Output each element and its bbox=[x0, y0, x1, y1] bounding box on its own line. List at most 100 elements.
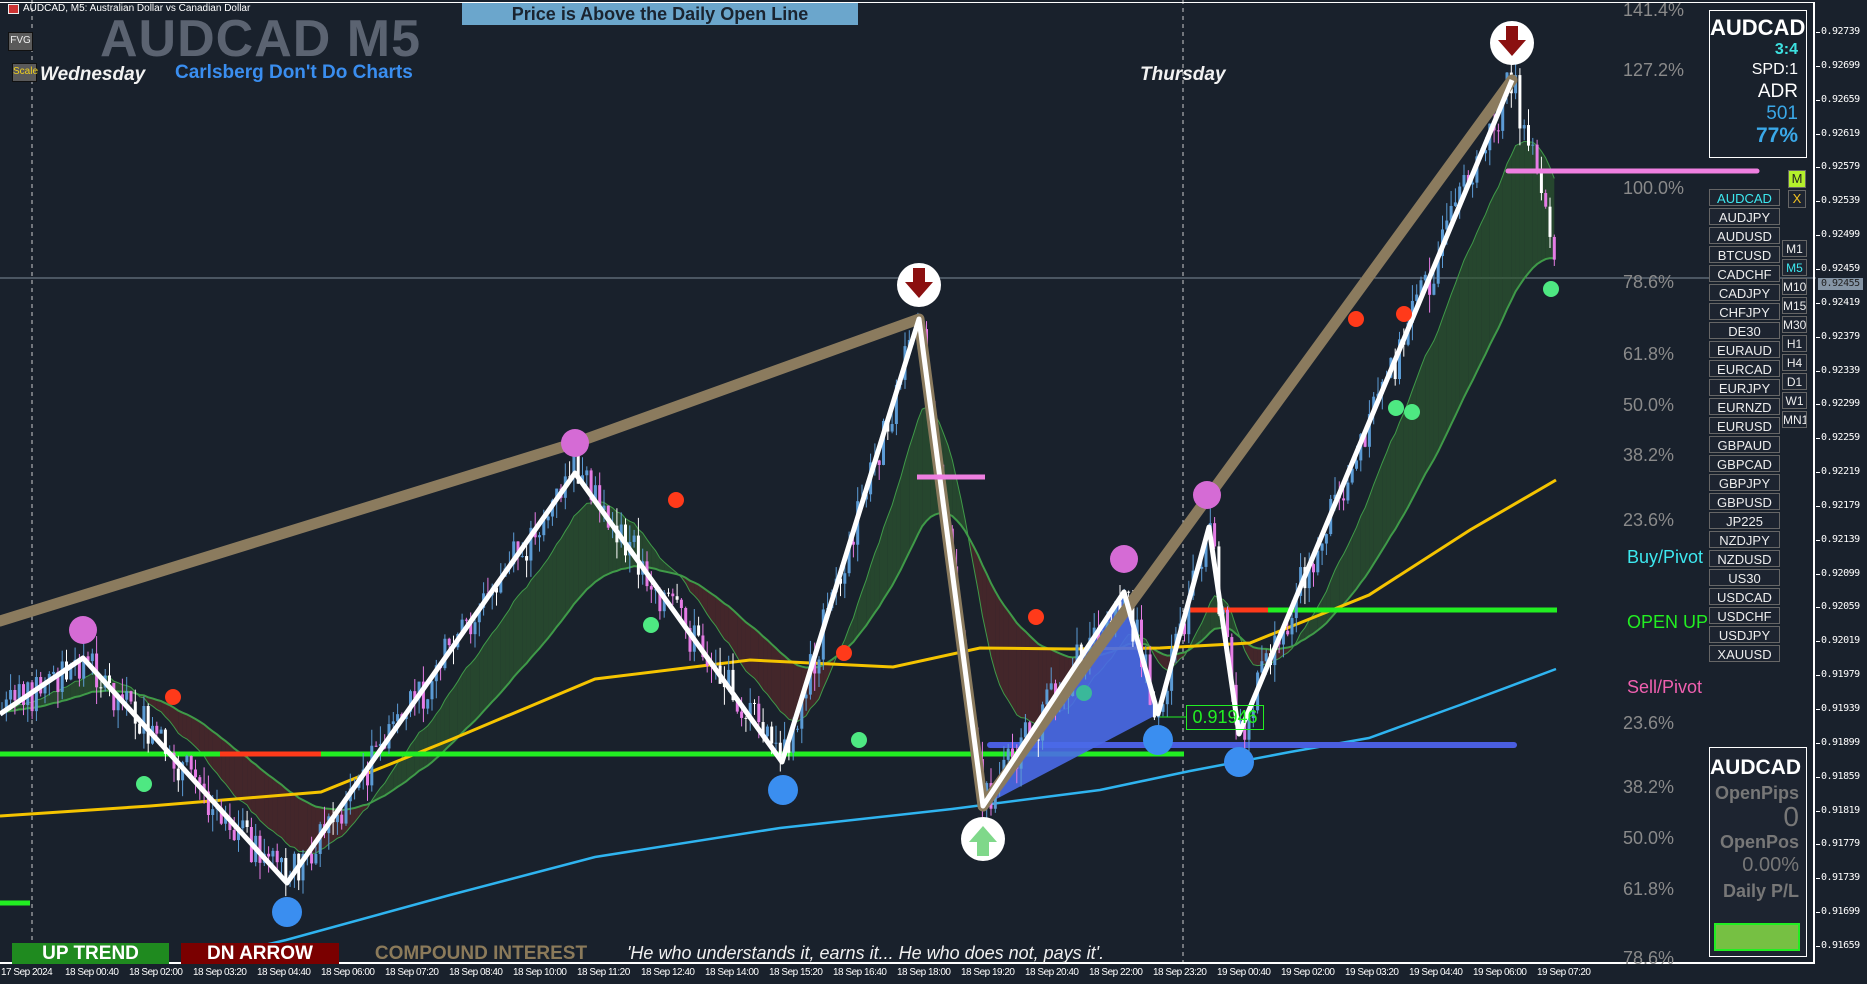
candle bbox=[1243, 720, 1247, 740]
candle bbox=[185, 755, 189, 763]
candle bbox=[804, 694, 808, 699]
ma-cloud-segment bbox=[1429, 340, 1434, 467]
ma-cloud-segment bbox=[272, 778, 278, 835]
symbol-button-gbpusd[interactable]: GBPUSD bbox=[1709, 493, 1780, 510]
candle bbox=[1312, 564, 1315, 573]
candle bbox=[675, 596, 679, 600]
symbol-button-cadjpy[interactable]: CADJPY bbox=[1709, 284, 1780, 301]
symbol-button-gbpcad[interactable]: GBPCAD bbox=[1709, 455, 1780, 472]
ma-cloud-segment bbox=[40, 696, 45, 707]
timeframe-button-w1[interactable]: W1 bbox=[1782, 392, 1807, 409]
candle bbox=[1049, 683, 1053, 690]
signal-dot bbox=[1110, 545, 1138, 573]
timeframe-button-h4[interactable]: H4 bbox=[1782, 354, 1807, 371]
candle bbox=[1238, 720, 1242, 725]
timeframe-button-mn1[interactable]: MN1 bbox=[1782, 411, 1807, 428]
symbol-button-gbpaud[interactable]: GBPAUD bbox=[1709, 436, 1780, 453]
ma-cloud-segment bbox=[1395, 422, 1400, 530]
ma-cloud-segment bbox=[191, 716, 196, 747]
candle bbox=[1432, 283, 1436, 295]
info-adr-label: ADR bbox=[1757, 81, 1798, 102]
symbol-button-us30[interactable]: US30 bbox=[1709, 569, 1780, 586]
time-axis-tick: 19 Sep 06:00 bbox=[1473, 967, 1527, 978]
symbol-button-gbpjpy[interactable]: GBPJPY bbox=[1709, 474, 1780, 491]
price-chart[interactable] bbox=[0, 0, 1816, 964]
symbol-button-cadchf[interactable]: CADCHF bbox=[1709, 265, 1780, 282]
symbol-button-audcad[interactable]: AUDCAD bbox=[1709, 189, 1780, 206]
symbol-button-eurnzd[interactable]: EURNZD bbox=[1709, 398, 1780, 415]
close-x-button[interactable]: X bbox=[1788, 190, 1806, 208]
signal-dot bbox=[851, 732, 867, 748]
fib-level-label: 141.4% bbox=[1623, 0, 1685, 20]
window-title-text: AUDCAD, M5: Australian Dollar vs Canadia… bbox=[23, 3, 251, 14]
candle bbox=[1251, 710, 1255, 719]
ma-cloud-segment bbox=[1210, 595, 1215, 633]
ma-cloud-segment bbox=[522, 587, 527, 668]
symbol-button-chfjpy[interactable]: CHFJPY bbox=[1709, 303, 1780, 320]
ma-cloud-segment bbox=[483, 639, 488, 712]
ma-cloud-segment bbox=[1412, 378, 1417, 499]
symbol-button-usdjpy[interactable]: USDJPY bbox=[1709, 626, 1780, 643]
ma-cloud-segment bbox=[217, 734, 222, 780]
candle bbox=[1552, 236, 1556, 260]
candle bbox=[129, 691, 133, 702]
ma-cloud-segment bbox=[1244, 641, 1249, 659]
timeframe-button-h1[interactable]: H1 bbox=[1782, 335, 1807, 352]
candle bbox=[267, 853, 271, 857]
ma-cloud-segment bbox=[956, 479, 961, 526]
price-axis-tick: 0.91739 bbox=[1816, 872, 1860, 884]
candle bbox=[1281, 630, 1285, 645]
timeframe-button-m30[interactable]: M30 bbox=[1782, 316, 1807, 333]
candle bbox=[1355, 460, 1358, 469]
yellow-ma-line bbox=[0, 478, 1557, 818]
m-button[interactable]: M bbox=[1788, 170, 1806, 188]
symbol-button-btcusd[interactable]: BTCUSD bbox=[1709, 246, 1780, 263]
symbol-button-xauusd[interactable]: XAUUSD bbox=[1709, 645, 1780, 662]
candle bbox=[542, 520, 546, 536]
symbol-button-audusd[interactable]: AUDUSD bbox=[1709, 227, 1780, 244]
ma-cloud-segment bbox=[733, 609, 738, 658]
time-axis-tick: 19 Sep 04:40 bbox=[1409, 967, 1463, 978]
candle bbox=[1419, 280, 1423, 295]
symbol-button-de30[interactable]: DE30 bbox=[1709, 322, 1780, 339]
timeframe-button-m1[interactable]: M1 bbox=[1782, 240, 1807, 257]
signal-dot bbox=[668, 492, 684, 508]
candle bbox=[602, 505, 606, 511]
scale-button[interactable]: Scale bbox=[12, 63, 38, 82]
candle bbox=[447, 638, 451, 646]
timeframe-button-d1[interactable]: D1 bbox=[1782, 373, 1807, 390]
symbol-button-eurusd[interactable]: EURUSD bbox=[1709, 417, 1780, 434]
timeframe-button-m10[interactable]: M10 bbox=[1782, 278, 1807, 295]
fib-level-label: 23.6% bbox=[1623, 510, 1675, 530]
buy-pivot-label: Buy/Pivot bbox=[1627, 547, 1704, 567]
signal-dot bbox=[136, 776, 152, 792]
symbol-button-audjpy[interactable]: AUDJPY bbox=[1709, 208, 1780, 225]
ma-cloud-segment bbox=[1330, 570, 1335, 619]
ma-cloud-segment bbox=[887, 505, 893, 593]
candle bbox=[460, 619, 464, 634]
timeframe-button-m5[interactable]: M5 bbox=[1782, 259, 1807, 276]
candle bbox=[1518, 75, 1522, 129]
symbol-button-nzdjpy[interactable]: NZDJPY bbox=[1709, 531, 1780, 548]
symbol-button-nzdusd[interactable]: NZDUSD bbox=[1709, 550, 1780, 567]
ma-cloud-segment bbox=[1519, 141, 1525, 285]
candle bbox=[426, 699, 430, 709]
ma-cloud-segment bbox=[444, 693, 450, 751]
ma-cloud-segment bbox=[737, 614, 742, 665]
fvg-button[interactable]: FVG bbox=[8, 32, 33, 51]
time-axis-tick: 18 Sep 07:20 bbox=[385, 967, 439, 978]
symbol-button-euraud[interactable]: EURAUD bbox=[1709, 341, 1780, 358]
symbol-button-usdcad[interactable]: USDCAD bbox=[1709, 588, 1780, 605]
ma-cloud-segment bbox=[1459, 260, 1464, 407]
time-axis-tick: 19 Sep 00:40 bbox=[1217, 967, 1271, 978]
symbol-button-jp225[interactable]: JP225 bbox=[1709, 512, 1780, 529]
timeframe-button-m15[interactable]: M15 bbox=[1782, 297, 1807, 314]
ma-cloud-segment bbox=[1201, 613, 1206, 641]
candle bbox=[314, 853, 318, 864]
symbol-button-eurcad[interactable]: EURCAD bbox=[1709, 360, 1780, 377]
ma-cloud-segment bbox=[539, 564, 544, 649]
candle bbox=[1045, 689, 1049, 705]
symbol-button-eurjpy[interactable]: EURJPY bbox=[1709, 379, 1780, 396]
symbol-button-usdchf[interactable]: USDCHF bbox=[1709, 607, 1780, 624]
candle bbox=[843, 573, 847, 584]
